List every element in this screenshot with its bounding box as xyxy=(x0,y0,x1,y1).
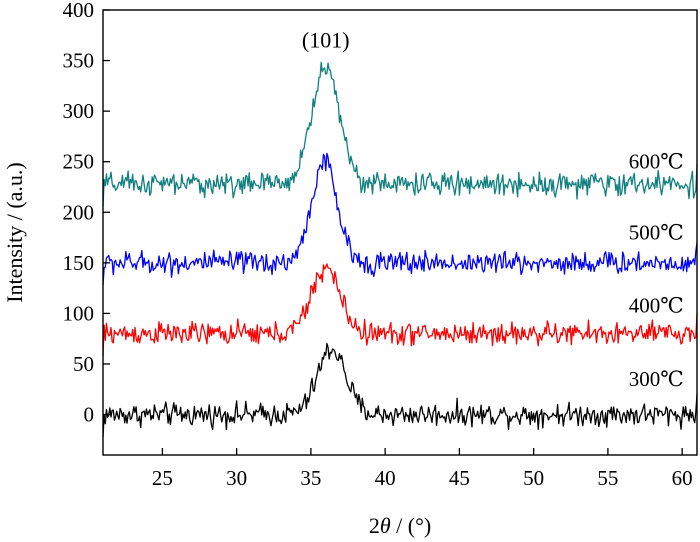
plot-frame xyxy=(102,9,698,456)
text-layer: 300℃ 400℃ 500℃ 600℃ 25 30 35 40 45 50 55 60 0 50 100 15… xyxy=(2,0,693,538)
series-label-0: 300℃ xyxy=(629,367,684,391)
series-label-2: 500℃ xyxy=(629,221,684,245)
y-tick-label-2: 100 xyxy=(63,301,95,325)
y-tick-label-5: 250 xyxy=(63,150,95,174)
y-tick-label-7: 350 xyxy=(63,49,95,73)
x-tick-label-1: 30 xyxy=(226,466,247,490)
y-tick-label-0: 0 xyxy=(84,403,95,427)
series-line-0 xyxy=(102,342,698,437)
x-tick-label-3: 40 xyxy=(375,466,396,490)
y-tick-label-8: 400 xyxy=(63,0,95,22)
y-tick-label-4: 200 xyxy=(63,200,95,224)
y-tick-label-6: 300 xyxy=(63,99,95,123)
y-axis-label: Intensity / (a.u.) xyxy=(2,162,27,303)
series-label-3: 600℃ xyxy=(629,150,684,174)
x-axis-label: 2θ / (°) xyxy=(369,513,431,538)
x-tick-label-0: 25 xyxy=(152,466,173,490)
x-tick-label-2: 35 xyxy=(300,466,321,490)
series-label-1: 400℃ xyxy=(629,293,684,317)
y-tick-label-1: 50 xyxy=(73,352,94,376)
peak-annotation-0: (101) xyxy=(302,27,350,52)
series-line-3 xyxy=(102,61,698,207)
x-tick-label-7: 60 xyxy=(672,466,693,490)
x-tick-label-5: 50 xyxy=(523,466,544,490)
x-tick-label-4: 45 xyxy=(449,466,470,490)
x-tick-label-6: 55 xyxy=(597,466,618,490)
axes-layer xyxy=(102,9,698,456)
series-layer xyxy=(102,61,698,437)
series-line-2 xyxy=(102,152,698,286)
series-line-1 xyxy=(102,263,698,356)
y-tick-label-3: 150 xyxy=(63,251,95,275)
